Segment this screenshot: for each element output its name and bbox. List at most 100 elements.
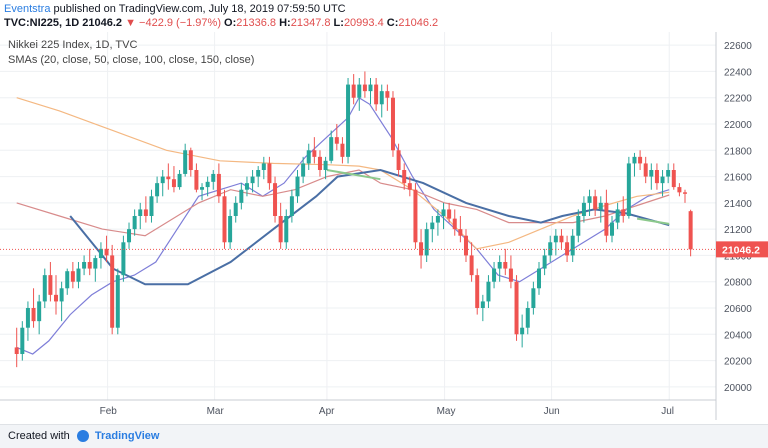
x-tick-label: May xyxy=(437,406,456,417)
candle-body xyxy=(677,187,682,193)
sma-line xyxy=(16,169,670,237)
open-value: 21336.8 xyxy=(236,17,277,29)
candle-body xyxy=(334,137,339,144)
candle-body xyxy=(317,156,322,170)
candle-body xyxy=(239,189,244,203)
candle-body xyxy=(76,268,81,282)
candle-body xyxy=(385,91,390,98)
tradingview-logo-icon xyxy=(76,430,89,443)
candle-body xyxy=(37,301,42,322)
candle-body xyxy=(520,327,525,335)
candle-body xyxy=(396,150,401,170)
candle-body xyxy=(604,202,609,236)
symbol-label: TVC:NI225, 1D xyxy=(4,17,80,29)
candle-body xyxy=(660,176,665,184)
candle-body xyxy=(508,268,513,282)
candle-body xyxy=(492,268,497,282)
last-price-label: 21046.2 xyxy=(722,244,760,256)
sma-line xyxy=(16,96,670,355)
candle-body xyxy=(20,327,25,354)
candle-body xyxy=(188,150,193,170)
x-tick-label: Jun xyxy=(544,406,560,417)
candle-body xyxy=(581,202,586,216)
candle-body xyxy=(138,209,143,216)
candle-body xyxy=(278,216,283,243)
high-label: H: xyxy=(279,17,291,29)
candle-body xyxy=(638,156,643,164)
candle-body xyxy=(93,258,98,269)
candle-body xyxy=(194,170,199,190)
footer-text: Created with TradingView xyxy=(8,430,160,443)
candle-body xyxy=(570,235,575,256)
candle-body xyxy=(435,216,440,223)
candle-body xyxy=(593,196,598,210)
y-tick-label: 20800 xyxy=(724,278,752,289)
candle-body xyxy=(671,170,676,188)
candle-body xyxy=(171,179,176,188)
y-tick-label: 21200 xyxy=(724,225,752,236)
y-tick-label: 22400 xyxy=(724,67,752,78)
candle-body xyxy=(621,209,626,216)
candle-body xyxy=(323,160,328,170)
published-text: published on TradingView.com, July 18, 2… xyxy=(53,3,346,15)
y-tick-label: 20000 xyxy=(724,383,752,394)
candle-body xyxy=(559,235,564,243)
tradingview-logo-text[interactable]: TradingView xyxy=(94,430,160,442)
y-tick-label: 21800 xyxy=(724,146,752,157)
y-tick-label: 20600 xyxy=(724,304,752,315)
candle-body xyxy=(177,173,182,188)
candle-body xyxy=(289,196,294,216)
last-close: 21046.2 xyxy=(82,17,123,29)
author-name[interactable]: Eventstra xyxy=(4,3,51,15)
candle-body xyxy=(683,192,688,194)
candle-body xyxy=(576,216,581,236)
x-tick-label: Mar xyxy=(207,406,225,417)
published-line: Eventstra published on TradingView.com, … xyxy=(4,3,346,15)
candle-body xyxy=(503,262,508,269)
low-value: 20993.4 xyxy=(343,17,384,29)
low-label: L: xyxy=(333,17,344,29)
candle-body xyxy=(531,288,536,308)
candle-body xyxy=(362,84,367,92)
candle-body xyxy=(441,209,446,216)
y-tick-label: 20200 xyxy=(724,357,752,368)
candle-body xyxy=(413,189,418,243)
candle-body xyxy=(228,216,233,243)
candle-body xyxy=(553,235,558,243)
candle-body xyxy=(447,209,452,219)
candle-body xyxy=(244,183,249,190)
sma-line xyxy=(326,169,381,181)
open-label: O: xyxy=(224,17,237,29)
candle-body xyxy=(340,143,345,157)
candle-body xyxy=(273,183,278,216)
sma-line xyxy=(636,217,670,225)
candle-body xyxy=(497,262,502,269)
sma-line xyxy=(69,168,670,286)
candle-body xyxy=(233,202,238,216)
candle-body xyxy=(346,84,351,157)
candle-body xyxy=(632,156,637,164)
y-tick-label: 21400 xyxy=(724,199,752,210)
candle-body xyxy=(598,202,603,210)
y-tick-label: 22000 xyxy=(724,120,752,131)
candle-body xyxy=(155,183,160,197)
candle-body xyxy=(205,181,210,188)
candle-body xyxy=(222,196,227,243)
candle-body xyxy=(284,216,289,243)
candle-body xyxy=(357,84,362,98)
candle-body xyxy=(31,308,36,322)
candle-body xyxy=(615,209,620,223)
candle-body xyxy=(132,216,137,230)
candle-body xyxy=(463,235,468,256)
candle-body xyxy=(121,242,126,276)
candle-body xyxy=(149,196,154,216)
candle-body xyxy=(59,288,64,302)
candle-body xyxy=(115,275,120,328)
symbol-line: TVC:NI225, 1D 21046.2 ▼ −422.9 (−1.97%) … xyxy=(4,17,438,29)
candle-body xyxy=(542,255,547,269)
candle-body xyxy=(536,268,541,289)
candle-body xyxy=(261,163,266,170)
legend-title: Nikkei 225 Index, 1D, TVC xyxy=(8,39,138,51)
